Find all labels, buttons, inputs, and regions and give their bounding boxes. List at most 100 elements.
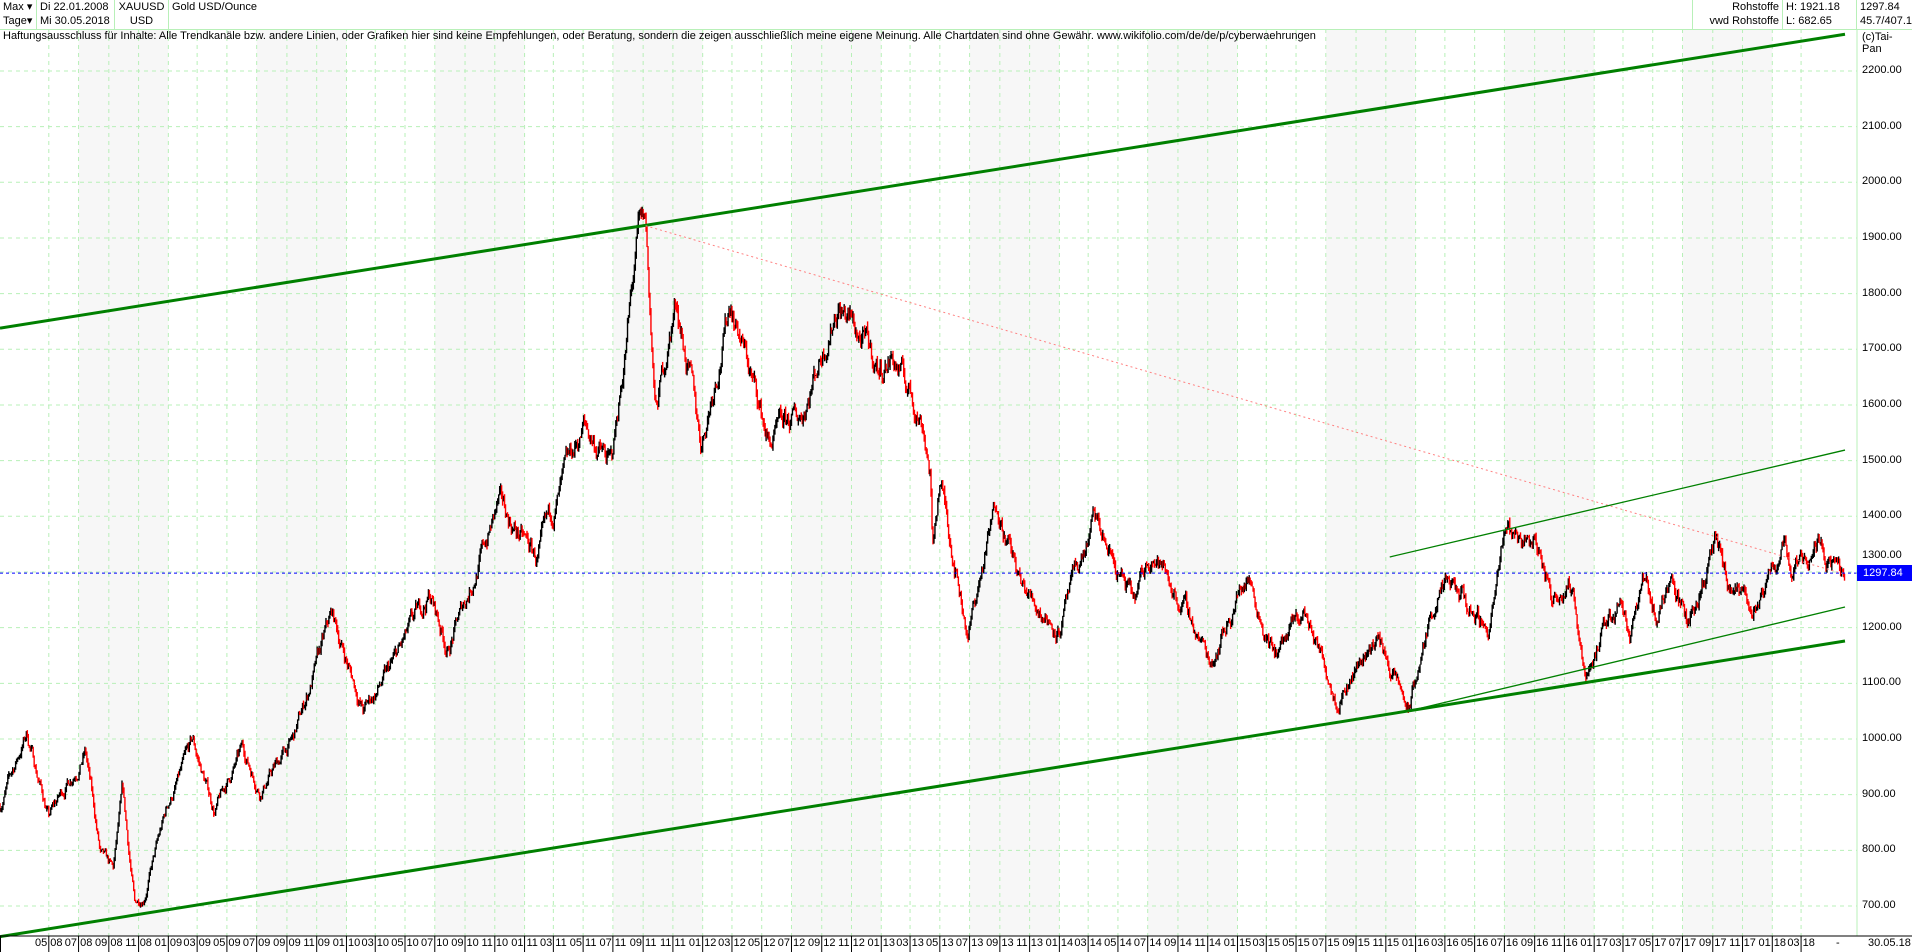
- last-price-marker: 1297.84: [1857, 565, 1912, 582]
- x-tick-label: 05 13: [926, 937, 954, 949]
- lower-small-channel-line: [1408, 606, 1846, 712]
- y-tick-label: 1800.00: [1862, 286, 1902, 299]
- y-tick-label: 700.00: [1862, 899, 1896, 911]
- upper-small-channel-line: [1389, 449, 1846, 558]
- x-tick-label: 09 10: [451, 937, 479, 949]
- x-tick-label: 05 14: [1104, 937, 1132, 949]
- x-tick-label: 01 18: [1758, 937, 1787, 949]
- upper-channel-line: [0, 32, 1846, 330]
- background-band: [612, 29, 703, 936]
- x-tick-label: 01 10: [332, 937, 361, 949]
- x-tick-label: 01 16: [1401, 937, 1430, 949]
- market-box: Rohstoffe vwd Rohstoffe: [1693, 0, 1783, 29]
- x-tick-label: 01 12: [688, 937, 717, 949]
- x-tick-label: 01 15: [1223, 937, 1252, 949]
- x-axis-end-label: 30.05.18: [1868, 937, 1911, 949]
- low-value: L: 682.65: [1786, 15, 1832, 27]
- symbol: XAUUSD: [118, 1, 165, 13]
- x-tick-label: 03 17: [1609, 937, 1637, 949]
- background-bands: [78, 29, 1773, 936]
- x-tick-label: 07 13: [955, 937, 984, 949]
- y-tick-label: 1200.00: [1862, 620, 1902, 633]
- background-band: [78, 29, 169, 936]
- x-tick-label: 07 08: [64, 937, 93, 949]
- chevron-down-icon: ▾: [26, 15, 33, 27]
- background-band: [1504, 29, 1595, 936]
- x-tick-label: 01 11: [511, 937, 538, 949]
- y-tick-label: 1600.00: [1862, 397, 1902, 410]
- x-tick-label: 05 12: [747, 937, 776, 949]
- x-tick-label: 01 14: [1045, 937, 1074, 949]
- resistance-line: [645, 225, 1846, 575]
- market: Rohstoffe: [1732, 1, 1779, 13]
- period-selectors: Max ▾ Tage▾: [0, 0, 37, 29]
- header: Max ▾ Tage▾ Di 22.01.2008 Mi 30.05.2018 …: [0, 0, 1912, 30]
- x-tick-label: 09 15: [1342, 937, 1370, 949]
- currency: USD: [129, 15, 154, 27]
- price-bars: [0, 206, 1846, 908]
- x-tick-label: 03 09: [183, 937, 211, 949]
- x-tick-label: 03 12: [718, 937, 746, 949]
- y-tick-label: 800.00: [1862, 843, 1896, 856]
- instrument-name-box: Gold USD/Ounce: [169, 0, 1693, 29]
- x-tick-label: 11 10: [481, 937, 509, 949]
- end-date: Mi 30.05.2018: [40, 15, 110, 27]
- x-tick-label: 07 11: [599, 937, 627, 949]
- background-band: [1147, 29, 1238, 936]
- y-tick-label: 1900.00: [1862, 230, 1902, 243]
- x-tick-label: 05 11: [569, 937, 597, 949]
- x-tick-label: 07 10: [421, 937, 449, 949]
- x-tick-label: 09 17: [1698, 937, 1727, 949]
- x-tick-label: 03 14: [1074, 937, 1102, 949]
- x-tick-label: 09 08: [95, 937, 123, 949]
- x-tick-label: 03 13: [896, 937, 924, 949]
- x-tick-label: 11 09: [303, 937, 331, 949]
- x-tick-label: 09 16: [1520, 937, 1549, 949]
- y-tick-label: 2000.00: [1862, 175, 1902, 188]
- high-value: H: 1921.18: [1786, 1, 1840, 13]
- x-tick-label: 11 13: [1016, 937, 1043, 949]
- x-tick-label: 05 16: [1460, 937, 1489, 949]
- x-tick-label: 07 09: [242, 937, 271, 949]
- x-tick-label: 11 16: [1551, 937, 1578, 949]
- chevron-down-icon: ▾: [26, 1, 33, 13]
- period-dropdown[interactable]: Max ▾: [3, 1, 33, 13]
- high-low-box: H: 1921.18 L: 682.65: [1783, 0, 1857, 29]
- background-band: [434, 29, 525, 936]
- x-tick-label: 11 15: [1372, 937, 1400, 949]
- x-tick-label: 01 09: [154, 937, 183, 949]
- x-tick-label: 01 17: [1580, 937, 1608, 949]
- start-date: Di 22.01.2008: [40, 1, 109, 13]
- x-axis-end-dash: -: [1836, 937, 1840, 949]
- y-tick-label: 2100.00: [1862, 119, 1902, 132]
- y-tick-label: 1000.00: [1862, 731, 1902, 744]
- source: vwd Rohstoffe: [1709, 15, 1779, 27]
- background-band: [791, 29, 882, 936]
- last-box: 1297.84 45.7/407.1: [1857, 0, 1912, 29]
- interval-dropdown[interactable]: Tage▾: [3, 15, 33, 27]
- x-tick-label: 05 08: [35, 937, 63, 949]
- x-tick-label: 05 09: [213, 937, 241, 949]
- background-band: [969, 29, 1060, 936]
- trend-lines: [0, 32, 1857, 939]
- x-tick-label: 05 17: [1638, 937, 1667, 949]
- date-range: Di 22.01.2008 Mi 30.05.2018: [37, 0, 115, 29]
- x-tick-label: 03 10: [361, 937, 389, 949]
- x-tick-label: 03 18: [1787, 937, 1815, 949]
- x-tick-label: 03 16: [1431, 937, 1459, 949]
- x-tick-label: 09 09: [273, 937, 301, 949]
- x-tick-label: 09 14: [1164, 937, 1192, 949]
- x-tick-label: 07 17: [1668, 937, 1697, 949]
- x-tick-label: 11 08: [125, 937, 152, 949]
- y-tick-label: 1300.00: [1862, 549, 1902, 562]
- x-tick-label: 03 15: [1252, 937, 1281, 949]
- x-tick-label: 07 16: [1490, 937, 1519, 949]
- background-band: [1325, 29, 1416, 936]
- x-tick-label: 07 15: [1312, 937, 1340, 949]
- x-tick-label: 11 17: [1729, 937, 1756, 949]
- x-tick-label: 11 12: [838, 937, 865, 949]
- x-tick-label: 07 14: [1133, 937, 1162, 949]
- last-value: 1297.84: [1860, 1, 1900, 13]
- y-tick-label: 1100.00: [1862, 676, 1901, 689]
- background-band: [256, 29, 347, 936]
